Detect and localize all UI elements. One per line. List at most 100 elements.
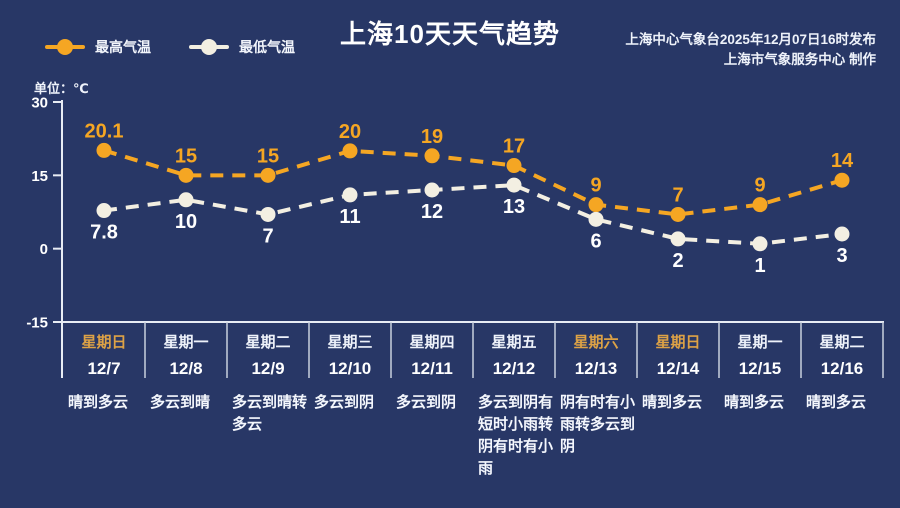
max-temp-point: [752, 197, 768, 213]
weather-description: 晴到多云: [806, 394, 867, 411]
weather-description: 多云到晴: [150, 394, 211, 411]
issued-line1: 上海中心气象台2025年12月07日16时发布: [625, 32, 876, 47]
max-temp-line: [103, 148, 843, 217]
date-label: 12/12: [492, 359, 536, 378]
max-temp-point: [670, 206, 686, 222]
date-label: 12/15: [738, 359, 782, 378]
min-temp-point: [834, 226, 850, 242]
min-temp-value-label: 7.8: [90, 222, 118, 244]
chart-legend: 最高气温 最低气温: [45, 37, 295, 57]
date-label: 12/7: [87, 359, 121, 378]
weekday-label: 星期日: [81, 334, 127, 351]
min-temp-point: [424, 182, 440, 198]
weekday-label: 星期二: [819, 334, 865, 351]
max-temp-point: [506, 158, 522, 174]
min-temp-point: [752, 236, 768, 252]
day-column: 星期日 12/14 晴到多云: [637, 330, 719, 480]
day-column: 星期一 12/15 晴到多云: [719, 330, 801, 480]
max-temp-point: [178, 167, 194, 183]
y-tick-label: -15: [26, 315, 48, 332]
issued-line2: 上海市气象服务中心 制作: [723, 52, 876, 67]
date-label: 12/16: [820, 359, 864, 378]
date-label: 12/10: [328, 359, 372, 378]
min-temp-line: [103, 183, 843, 246]
weekday-label: 星期三: [327, 334, 373, 351]
date-label: 12/13: [574, 359, 618, 378]
weather-description: 晴到多云: [724, 394, 785, 411]
max-temp-value-label: 19: [421, 126, 443, 148]
y-tick-label: 15: [31, 168, 48, 185]
weekday-label: 星期六: [573, 334, 619, 351]
weather-description: 阴有时有小雨转多云到阴: [560, 394, 636, 455]
legend-label: 最低气温: [239, 39, 295, 55]
weather-description: 多云到阴: [314, 394, 375, 411]
min-temp-point: [588, 211, 604, 227]
legend-marker-icon: [45, 39, 85, 55]
legend-marker-icon: [189, 39, 229, 55]
max-temp-value-label: 17: [503, 136, 525, 158]
min-temp-value-label: 12: [421, 201, 443, 223]
min-temp-value-label: 10: [175, 211, 197, 233]
publisher-info: 上海中心气象台2025年12月07日16时发布 上海市气象服务中心 制作: [625, 30, 876, 70]
weekday-label: 星期四: [409, 334, 455, 351]
day-columns: 星期日 12/7 晴到多云 星期一 12/8 多云到晴 星期二 12/9 多云到晴转多云 星期三 1…: [63, 330, 883, 480]
day-column: 星期二 12/9 多云到晴转多云: [227, 330, 309, 480]
max-temp-point: [260, 167, 276, 183]
day-column: 星期五 12/12 多云到阴有短时小雨转阴有时有小雨: [473, 330, 555, 480]
date-label: 12/8: [169, 359, 203, 378]
legend-item: 最低气温: [189, 37, 295, 57]
weekday-label: 星期二: [245, 334, 291, 351]
weekday-label: 星期日: [655, 334, 701, 351]
day-column: 星期日 12/7 晴到多云: [63, 330, 145, 480]
weekday-label: 星期一: [163, 334, 209, 351]
min-temp-value-label: 2: [672, 250, 683, 272]
min-temp-point: [506, 177, 522, 193]
min-temp-point: [670, 231, 686, 247]
weather-description: 多云到阴有短时小雨转阴有时有小雨: [478, 394, 554, 477]
weather-description: 晴到多云: [68, 394, 129, 411]
min-temp-value-label: 7: [262, 225, 273, 247]
max-temp-value-label: 7: [672, 184, 683, 206]
min-temp-value-label: 6: [590, 230, 601, 252]
min-temp-point: [96, 203, 112, 219]
day-column: 星期二 12/16 晴到多云: [801, 330, 883, 480]
max-temp-value-label: 15: [175, 145, 197, 167]
weekday-label: 星期五: [491, 334, 537, 351]
date-label: 12/14: [656, 359, 700, 378]
y-tick-label: 30: [31, 95, 48, 112]
day-column: 星期四 12/11 多云到阴: [391, 330, 473, 480]
min-temp-value-label: 13: [503, 196, 525, 218]
y-tick-label: 0: [40, 241, 48, 258]
min-temp-value-label: 11: [339, 206, 360, 228]
min-temp-value-label: 3: [836, 245, 847, 267]
legend-item: 最高气温: [45, 37, 151, 57]
max-temp-value-label: 9: [754, 175, 765, 197]
min-temp-point: [260, 206, 276, 222]
max-temp-point: [588, 197, 604, 213]
min-temp-point: [178, 192, 194, 208]
max-temp-value-label: 20: [339, 121, 361, 143]
max-temp-point: [834, 172, 850, 188]
max-temp-value-label: 14: [831, 150, 854, 172]
min-temp-value-label: 1: [754, 255, 765, 277]
legend-label: 最高气温: [95, 39, 151, 55]
date-label: 12/11: [411, 359, 453, 378]
page-title: 上海10天天气趋势: [340, 19, 560, 49]
max-temp-value-label: 15: [257, 145, 279, 167]
day-column: 星期六 12/13 阴有时有小雨转多云到阴: [555, 330, 637, 480]
unit-label: 单位：℃: [34, 81, 89, 96]
day-column: 星期三 12/10 多云到阴: [309, 330, 391, 480]
max-temp-point: [342, 143, 358, 159]
max-temp-value-label: 9: [590, 175, 601, 197]
weather-description: 晴到多云: [642, 394, 703, 411]
date-label: 12/9: [251, 359, 285, 378]
weather-description: 多云到阴: [396, 394, 457, 411]
weather-description: 多云到晴转多云: [232, 394, 308, 433]
min-temp-point: [342, 187, 358, 203]
max-temp-point: [96, 142, 112, 158]
max-temp-point: [424, 148, 440, 164]
day-column: 星期一 12/8 多云到晴: [145, 330, 227, 480]
max-temp-value-label: 20.1: [85, 120, 124, 142]
